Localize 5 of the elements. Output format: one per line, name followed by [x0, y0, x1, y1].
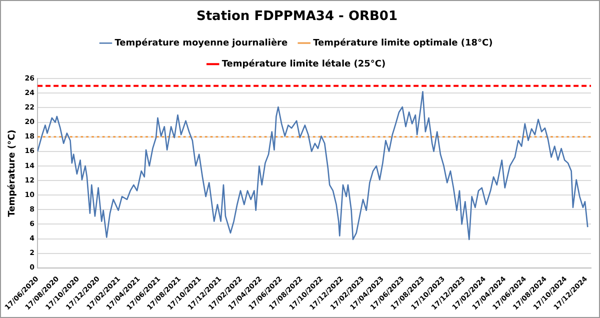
y-axis-title: Température (°C) — [6, 130, 18, 217]
legend-label: Température limite optimale (18°C) — [313, 37, 493, 48]
chart-title: Station FDPPMA34 - ORB01 — [196, 9, 398, 24]
legend-label: Température moyenne journalière — [114, 37, 288, 48]
legend-label: Température limite létale (25°C) — [222, 58, 386, 70]
